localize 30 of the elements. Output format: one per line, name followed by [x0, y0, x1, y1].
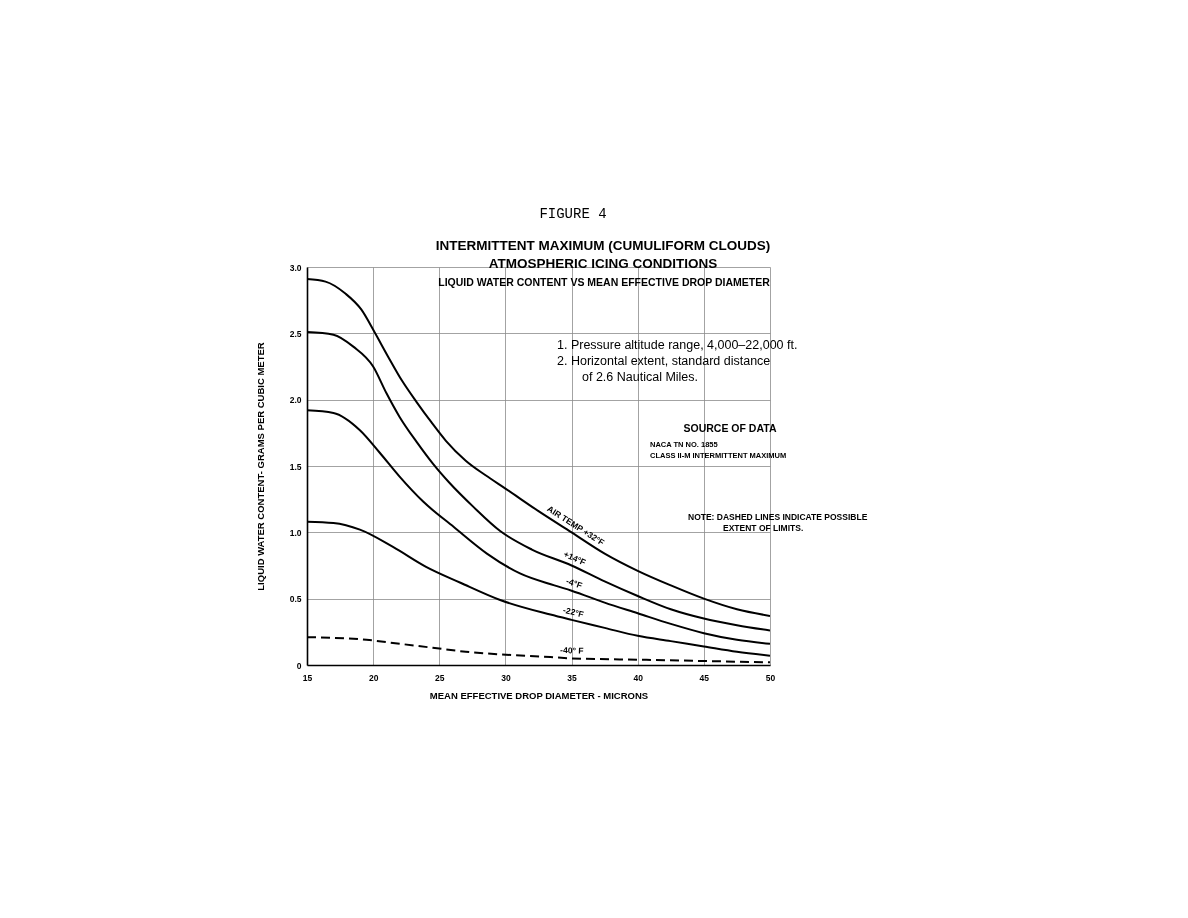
y-tick-label: 2.5: [289, 328, 302, 339]
text: +14°F: [562, 548, 588, 568]
annotation: EXTENT OF LIMITS.: [723, 523, 804, 533]
chart-title: INTERMITTENT MAXIMUM (CUMULIFORM CLOUDS) ATMOSPHERIC ICING CONDITIONS: [435, 238, 771, 271]
x-tick-label: 40: [633, 672, 644, 683]
y-tick-label: 3.0: [289, 262, 302, 273]
annotation: NOTE: DASHED LINES INDICATE POSSIBLE: [688, 512, 868, 522]
x-axis-title: MEAN EFFECTIVE DROP DIAMETER - MICRONS: [429, 690, 649, 701]
y-tick-label: 0: [296, 660, 302, 671]
x-tick-label: 35: [567, 672, 578, 683]
annotation: SOURCE OF DATA: [683, 422, 777, 434]
text: LIQUID WATER CONTENT VS MEAN EFFECTIVE DROP DIAMETER: [438, 276, 771, 288]
annotation: 1. Pressure altitude range, 4,000–22,000 ft.: [557, 338, 798, 352]
annotation: of 2.6 Nautical Miles.: [582, 370, 699, 384]
x-tick-label: 20: [368, 672, 379, 683]
text: -22°F: [562, 604, 585, 620]
y-axis-title: LIQUID WATER CONTENT- GRAMS PER CUBIC METER: [254, 342, 266, 591]
x-tick-label: 25: [435, 672, 445, 683]
y-tick-label: 2.0: [289, 395, 302, 406]
y-tick-label: 1.5: [289, 461, 302, 472]
text: -4°F: [564, 575, 584, 591]
series-label: -40° F: [560, 645, 584, 656]
x-tick-label: 50: [765, 672, 776, 683]
x-tick-label: 15: [302, 672, 313, 683]
x-tick-label: 30: [501, 672, 511, 683]
annotation: 2. Horizontal extent, standard distance: [557, 354, 771, 368]
y-tick-label: 0.5: [289, 594, 302, 605]
y-tick-label: 1.0: [289, 527, 302, 538]
x-tick-label: 45: [699, 672, 710, 683]
caption: FIGURE 4: [539, 206, 607, 222]
